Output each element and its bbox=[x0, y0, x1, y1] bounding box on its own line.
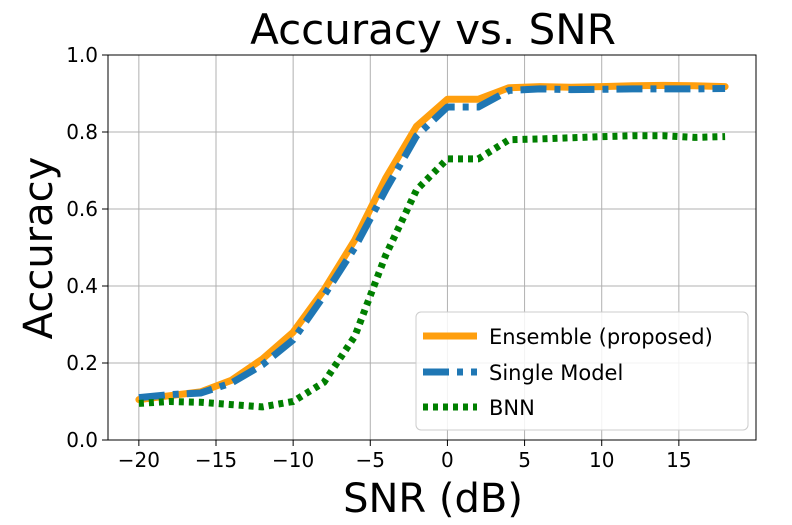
y-tick-label: 0.0 bbox=[66, 428, 98, 452]
x-tick-label: −10 bbox=[272, 448, 314, 472]
x-axis-label: SNR (dB) bbox=[343, 476, 523, 522]
legend: Ensemble (proposed) Single Model BNN bbox=[415, 311, 749, 431]
y-axis-label: Accuracy bbox=[16, 157, 62, 340]
chart-title: Accuracy vs. SNR bbox=[250, 5, 616, 54]
legend-label: BNN bbox=[489, 396, 535, 420]
legend-label: Ensemble (proposed) bbox=[489, 325, 713, 349]
y-tick-label: 0.6 bbox=[66, 197, 98, 221]
x-tick-label: 10 bbox=[589, 448, 614, 472]
x-tick-label: 15 bbox=[666, 448, 691, 472]
legend-label: Single Model bbox=[489, 361, 623, 385]
legend-box bbox=[415, 311, 749, 431]
x-tick-label: 5 bbox=[518, 448, 531, 472]
plot-frame bbox=[107, 54, 757, 441]
y-tick-label: 0.8 bbox=[66, 120, 98, 144]
y-tick-label: 0.4 bbox=[66, 274, 98, 298]
y-tick-label: 1.0 bbox=[66, 43, 98, 67]
x-tick-label: −20 bbox=[118, 448, 160, 472]
x-tick-label: −5 bbox=[356, 448, 385, 472]
x-tick-label: −15 bbox=[195, 448, 237, 472]
axis-ticks: −20 −15 −10 −5 0 5 10 15 0.0 0.2 0.4 0.6 0.8 1.0 bbox=[66, 43, 691, 472]
y-tick-label: 0.2 bbox=[66, 351, 98, 375]
series-lines bbox=[135, 81, 729, 411]
series-line-single-model bbox=[138, 85, 726, 402]
x-tick-label: 0 bbox=[441, 448, 454, 472]
